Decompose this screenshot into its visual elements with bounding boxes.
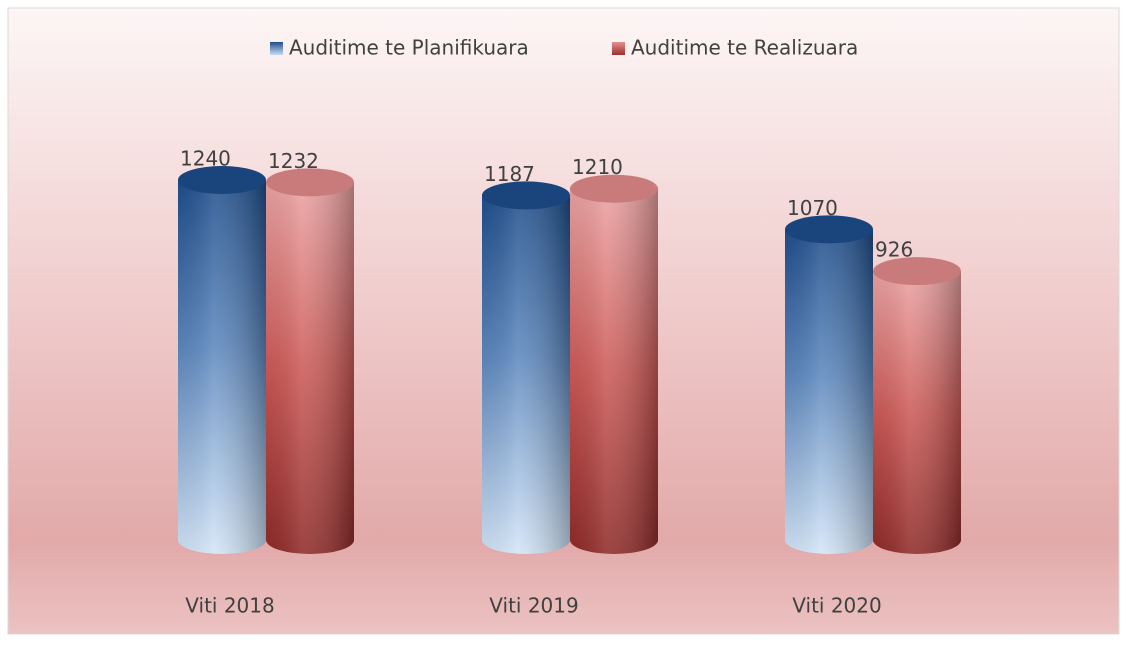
cylinder-shade: [785, 229, 873, 554]
legend-label: Auditime te Planifikuara: [289, 36, 529, 60]
value-label: 1187: [484, 162, 535, 186]
value-label: 926: [875, 238, 913, 262]
cylinder-shade: [482, 195, 570, 555]
value-label: 1070: [787, 196, 838, 220]
value-label: 1240: [180, 147, 231, 171]
cylinder-top: [266, 168, 354, 197]
value-label: 1210: [572, 155, 623, 179]
legend-label: Auditime te Realizuara: [631, 36, 858, 60]
cylinder-top: [873, 257, 961, 286]
cylinder-shade: [570, 188, 658, 555]
cylinder-top: [570, 174, 658, 203]
legend-swatch: [270, 42, 283, 55]
cylinder-shade: [178, 180, 266, 554]
cylinder-top: [785, 215, 873, 244]
x-tick-label: Viti 2019: [489, 594, 578, 618]
x-tick-label: Viti 2018: [185, 594, 274, 618]
cylinder-top: [178, 166, 266, 194]
x-tick-label: Viti 2020: [792, 594, 881, 618]
cylinder-shade: [873, 271, 961, 554]
legend-swatch: [612, 42, 625, 55]
cylinder-top: [482, 181, 570, 210]
value-label: 1232: [268, 149, 319, 173]
cylinder-shade: [266, 182, 354, 555]
